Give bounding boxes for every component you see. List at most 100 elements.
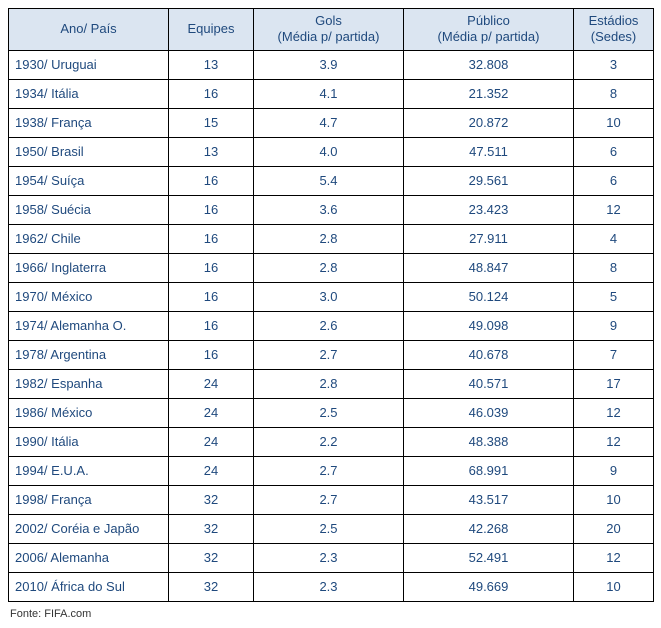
table-row: 1954/ Suíça165.429.5616 xyxy=(9,166,654,195)
table-cell: 5.4 xyxy=(254,166,404,195)
table-cell: 1982/ Espanha xyxy=(9,369,169,398)
table-row: 1974/ Alemanha O.162.649.0989 xyxy=(9,311,654,340)
col-header-line2: (Média p/ partida) xyxy=(278,29,380,44)
table-row: 2002/ Coréia e Japão322.542.26820 xyxy=(9,514,654,543)
table-cell: 47.511 xyxy=(404,137,574,166)
table-cell: 1986/ México xyxy=(9,398,169,427)
table-row: 1982/ Espanha242.840.57117 xyxy=(9,369,654,398)
table-header: Ano/ País Equipes Gols (Média p/ partida… xyxy=(9,9,654,51)
table-cell: 32 xyxy=(169,543,254,572)
table-cell: 10 xyxy=(574,108,654,137)
table-cell: 16 xyxy=(169,195,254,224)
table-cell: 16 xyxy=(169,79,254,108)
table-cell: 2.7 xyxy=(254,485,404,514)
col-header-ano-pais: Ano/ País xyxy=(9,9,169,51)
table-row: 1986/ México242.546.03912 xyxy=(9,398,654,427)
table-cell: 1962/ Chile xyxy=(9,224,169,253)
table-cell: 2.3 xyxy=(254,543,404,572)
table-cell: 8 xyxy=(574,79,654,108)
table-cell: 24 xyxy=(169,427,254,456)
col-header-estadios: Estádios (Sedes) xyxy=(574,9,654,51)
table-cell: 1998/ França xyxy=(9,485,169,514)
table-cell: 13 xyxy=(169,50,254,79)
table-cell: 2.5 xyxy=(254,514,404,543)
table-cell: 1958/ Suécia xyxy=(9,195,169,224)
col-header-line2: (Média p/ partida) xyxy=(438,29,540,44)
table-cell: 12 xyxy=(574,427,654,456)
table-cell: 1966/ Inglaterra xyxy=(9,253,169,282)
table-row: 1990/ Itália242.248.38812 xyxy=(9,427,654,456)
table-cell: 1930/ Uruguai xyxy=(9,50,169,79)
table-cell: 2.7 xyxy=(254,340,404,369)
table-cell: 24 xyxy=(169,398,254,427)
table-row: 1938/ França154.720.87210 xyxy=(9,108,654,137)
table-cell: 2.6 xyxy=(254,311,404,340)
table-cell: 32 xyxy=(169,485,254,514)
table-row: 1934/ Itália164.121.3528 xyxy=(9,79,654,108)
table-cell: 9 xyxy=(574,311,654,340)
table-row: 1970/ México163.050.1245 xyxy=(9,282,654,311)
table-row: 1950/ Brasil134.047.5116 xyxy=(9,137,654,166)
table-cell: 20 xyxy=(574,514,654,543)
table-cell: 1978/ Argentina xyxy=(9,340,169,369)
table-row: 1930/ Uruguai133.932.8083 xyxy=(9,50,654,79)
table-row: 1998/ França322.743.51710 xyxy=(9,485,654,514)
table-cell: 7 xyxy=(574,340,654,369)
table-cell: 68.991 xyxy=(404,456,574,485)
table-cell: 2.8 xyxy=(254,224,404,253)
table-cell: 15 xyxy=(169,108,254,137)
table-cell: 46.039 xyxy=(404,398,574,427)
col-header-gols: Gols (Média p/ partida) xyxy=(254,9,404,51)
table-cell: 32 xyxy=(169,514,254,543)
table-cell: 10 xyxy=(574,485,654,514)
table-cell: 48.847 xyxy=(404,253,574,282)
worldcup-table: Ano/ País Equipes Gols (Média p/ partida… xyxy=(8,8,654,602)
col-header-line1: Público xyxy=(467,13,510,28)
table-cell: 1950/ Brasil xyxy=(9,137,169,166)
col-header-publico: Público (Média p/ partida) xyxy=(404,9,574,51)
table-cell: 6 xyxy=(574,166,654,195)
table-cell: 20.872 xyxy=(404,108,574,137)
table-cell: 10 xyxy=(574,572,654,601)
table-cell: 12 xyxy=(574,195,654,224)
table-cell: 40.571 xyxy=(404,369,574,398)
table-row: 2006/ Alemanha322.352.49112 xyxy=(9,543,654,572)
table-cell: 42.268 xyxy=(404,514,574,543)
table-cell: 2010/ África do Sul xyxy=(9,572,169,601)
table-cell: 16 xyxy=(169,282,254,311)
table-row: 1966/ Inglaterra162.848.8478 xyxy=(9,253,654,282)
table-cell: 5 xyxy=(574,282,654,311)
table-cell: 1970/ México xyxy=(9,282,169,311)
col-header-equipes: Equipes xyxy=(169,9,254,51)
table-row: 1958/ Suécia163.623.42312 xyxy=(9,195,654,224)
table-cell: 1994/ E.U.A. xyxy=(9,456,169,485)
col-header-line1: Estádios xyxy=(589,13,639,28)
table-cell: 16 xyxy=(169,311,254,340)
table-cell: 23.423 xyxy=(404,195,574,224)
table-cell: 2006/ Alemanha xyxy=(9,543,169,572)
table-cell: 40.678 xyxy=(404,340,574,369)
table-cell: 43.517 xyxy=(404,485,574,514)
table-cell: 13 xyxy=(169,137,254,166)
table-cell: 16 xyxy=(169,253,254,282)
table-cell: 21.352 xyxy=(404,79,574,108)
table-cell: 32.808 xyxy=(404,50,574,79)
table-cell: 6 xyxy=(574,137,654,166)
table-cell: 2.2 xyxy=(254,427,404,456)
table-cell: 29.561 xyxy=(404,166,574,195)
table-cell: 1934/ Itália xyxy=(9,79,169,108)
source-label: Fonte: FIFA.com xyxy=(8,608,653,620)
table-cell: 48.388 xyxy=(404,427,574,456)
table-cell: 24 xyxy=(169,456,254,485)
table-cell: 4 xyxy=(574,224,654,253)
table-cell: 2.5 xyxy=(254,398,404,427)
col-header-line1: Gols xyxy=(315,13,342,28)
table-cell: 4.0 xyxy=(254,137,404,166)
table-cell: 9 xyxy=(574,456,654,485)
table-cell: 24 xyxy=(169,369,254,398)
table-row: 1994/ E.U.A.242.768.9919 xyxy=(9,456,654,485)
table-cell: 1974/ Alemanha O. xyxy=(9,311,169,340)
table-cell: 32 xyxy=(169,572,254,601)
table-cell: 3.0 xyxy=(254,282,404,311)
col-header-line2: (Sedes) xyxy=(591,29,637,44)
